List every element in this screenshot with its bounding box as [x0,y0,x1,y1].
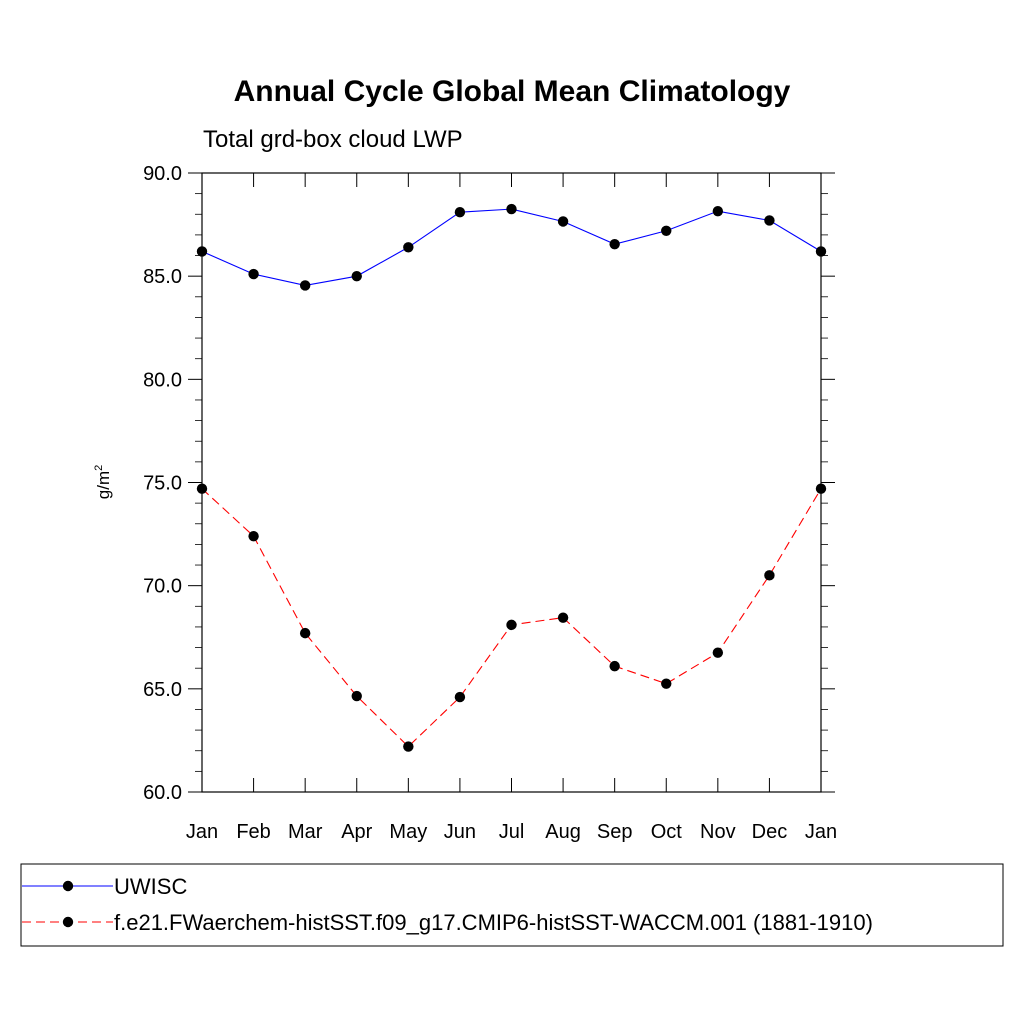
series-2-point [661,678,672,689]
series-2-point [299,627,311,639]
legend-label-1: UWISC [114,874,187,899]
y-tick-label: 85.0 [143,266,182,288]
series-2-point [506,619,517,631]
x-tick-label: Apr [341,821,372,843]
x-tick-label: Oct [651,821,683,843]
legend-label-2: f.e21.FWaerchem-histSST.f09_g17.CMIP6-hi… [114,910,873,935]
x-tick-label: Jan [805,821,837,843]
series-1-point [557,216,569,227]
series-2-point [609,660,620,672]
x-tick-label: Aug [545,821,581,843]
series-2-point [712,647,724,658]
x-tick-label: Sep [597,821,633,843]
x-tick-label: Feb [236,821,270,843]
y-tick-label: 90.0 [143,163,182,185]
y-tick-label: 65.0 [143,679,182,701]
legend-marker-2 [62,916,74,928]
series-2-point [248,530,259,542]
series-2-point [351,690,362,702]
y-tick-label: 70.0 [143,576,182,598]
series-2-point [454,691,466,703]
x-tick-label: Jun [444,821,476,843]
series-2-point [815,483,827,494]
y-axis-label: g/m2 [93,465,113,499]
x-tick-label: Jan [186,821,218,843]
series-line-2 [201,488,822,748]
x-tick-label: May [389,821,427,843]
series-2-point [403,741,414,752]
series-1-point [299,280,311,291]
series-1-point [712,205,724,217]
x-tick-label: Nov [700,821,736,843]
y-tick-label: 80.0 [143,369,182,391]
y-tick-label: 75.0 [143,473,182,495]
x-tick-label: Dec [752,821,788,843]
legend-marker-1 [62,880,74,892]
series-line-1 [201,208,822,287]
series-1-point [248,268,259,280]
chart-title: Annual Cycle Global Mean Climatology [234,75,791,108]
legend-box [20,863,1004,947]
series-1-point [506,203,517,215]
series-1-point [403,242,414,253]
y-tick-label: 60.0 [143,782,182,804]
series-1-point [196,246,208,257]
x-tick-label: Mar [288,821,323,843]
series-1-point [815,246,827,257]
legend: UWISC f.e21.FWaerchem-histSST.f09_g17.CMI… [20,863,1004,947]
series-1-point [764,215,775,226]
series-2-point [764,570,775,581]
series-1-point [609,238,620,250]
series-2-point [196,483,208,494]
x-tick-label: Jul [499,821,525,843]
plot-frame [201,172,822,793]
series-1-point [661,225,672,236]
series-1-point [351,270,362,282]
series-2-point [557,612,569,623]
chart-subtitle: Total grd-box cloud LWP [203,126,463,153]
plot-area: Jan Feb Mar Apr May Jun Jul Aug Sep Oct Nov Dec Jan6… [143,163,837,843]
series-1-point [454,207,466,218]
